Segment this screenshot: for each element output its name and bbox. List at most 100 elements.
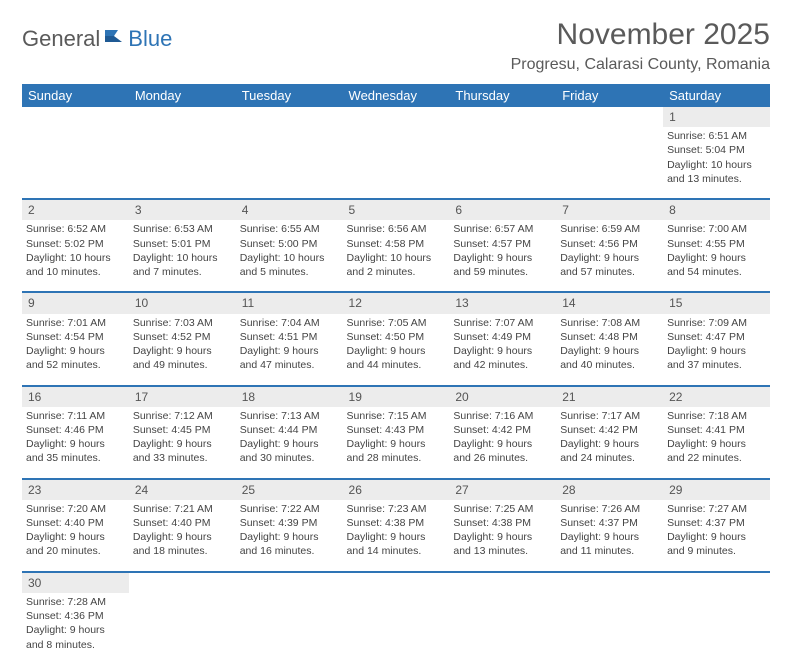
daylight-text: Daylight: 9 hours and 44 minutes. xyxy=(347,344,446,372)
day-info-cell: Sunrise: 7:01 AMSunset: 4:54 PMDaylight:… xyxy=(22,314,129,386)
day-header: Sunday xyxy=(22,84,129,107)
day-number-cell: 8 xyxy=(663,199,770,220)
daylight-text: Daylight: 9 hours and 40 minutes. xyxy=(560,344,659,372)
sunrise-text: Sunrise: 7:13 AM xyxy=(240,409,339,423)
daylight-text: Daylight: 9 hours and 22 minutes. xyxy=(667,437,766,465)
day-number-cell xyxy=(449,572,556,593)
day-number-cell xyxy=(663,572,770,593)
daylight-text: Daylight: 9 hours and 9 minutes. xyxy=(667,530,766,558)
sunrise-text: Sunrise: 6:55 AM xyxy=(240,222,339,236)
sunset-text: Sunset: 4:42 PM xyxy=(453,423,552,437)
day-info-cell xyxy=(343,127,450,199)
daylight-text: Daylight: 9 hours and 42 minutes. xyxy=(453,344,552,372)
daylight-text: Daylight: 10 hours and 10 minutes. xyxy=(26,251,125,279)
sunset-text: Sunset: 4:45 PM xyxy=(133,423,232,437)
info-row: Sunrise: 7:11 AMSunset: 4:46 PMDaylight:… xyxy=(22,407,770,479)
daylight-text: Daylight: 10 hours and 5 minutes. xyxy=(240,251,339,279)
day-info-cell: Sunrise: 7:00 AMSunset: 4:55 PMDaylight:… xyxy=(663,220,770,292)
sunset-text: Sunset: 5:00 PM xyxy=(240,237,339,251)
day-number-cell: 22 xyxy=(663,386,770,407)
day-info-cell xyxy=(343,593,450,665)
sunrise-text: Sunrise: 7:09 AM xyxy=(667,316,766,330)
day-info-cell: Sunrise: 7:09 AMSunset: 4:47 PMDaylight:… xyxy=(663,314,770,386)
day-header: Saturday xyxy=(663,84,770,107)
day-info-cell: Sunrise: 7:08 AMSunset: 4:48 PMDaylight:… xyxy=(556,314,663,386)
day-number-cell: 26 xyxy=(343,479,450,500)
sunset-text: Sunset: 4:41 PM xyxy=(667,423,766,437)
sunrise-text: Sunrise: 7:18 AM xyxy=(667,409,766,423)
sunrise-text: Sunrise: 7:04 AM xyxy=(240,316,339,330)
day-number-cell: 9 xyxy=(22,292,129,313)
day-info-cell xyxy=(556,593,663,665)
daylight-text: Daylight: 9 hours and 11 minutes. xyxy=(560,530,659,558)
daylight-text: Daylight: 9 hours and 24 minutes. xyxy=(560,437,659,465)
sunrise-text: Sunrise: 7:28 AM xyxy=(26,595,125,609)
sunrise-text: Sunrise: 7:01 AM xyxy=(26,316,125,330)
day-info-cell xyxy=(556,127,663,199)
day-info-cell: Sunrise: 7:23 AMSunset: 4:38 PMDaylight:… xyxy=(343,500,450,572)
sunrise-text: Sunrise: 7:00 AM xyxy=(667,222,766,236)
sunrise-text: Sunrise: 7:20 AM xyxy=(26,502,125,516)
day-number-cell: 1 xyxy=(663,107,770,127)
daylight-text: Daylight: 9 hours and 18 minutes. xyxy=(133,530,232,558)
info-row: Sunrise: 7:01 AMSunset: 4:54 PMDaylight:… xyxy=(22,314,770,386)
day-info-cell: Sunrise: 7:17 AMSunset: 4:42 PMDaylight:… xyxy=(556,407,663,479)
day-info-cell: Sunrise: 7:07 AMSunset: 4:49 PMDaylight:… xyxy=(449,314,556,386)
day-number-cell: 25 xyxy=(236,479,343,500)
daynum-row: 2345678 xyxy=(22,199,770,220)
day-number-cell: 5 xyxy=(343,199,450,220)
sunset-text: Sunset: 4:42 PM xyxy=(560,423,659,437)
sunset-text: Sunset: 4:49 PM xyxy=(453,330,552,344)
daylight-text: Daylight: 9 hours and 57 minutes. xyxy=(560,251,659,279)
day-info-cell: Sunrise: 7:21 AMSunset: 4:40 PMDaylight:… xyxy=(129,500,236,572)
day-number-cell: 30 xyxy=(22,572,129,593)
sunrise-text: Sunrise: 6:57 AM xyxy=(453,222,552,236)
logo-text-blue: Blue xyxy=(128,26,172,52)
sunrise-text: Sunrise: 6:59 AM xyxy=(560,222,659,236)
daylight-text: Daylight: 10 hours and 13 minutes. xyxy=(667,158,766,186)
day-number-cell: 11 xyxy=(236,292,343,313)
sunset-text: Sunset: 4:51 PM xyxy=(240,330,339,344)
sunrise-text: Sunrise: 7:26 AM xyxy=(560,502,659,516)
daylight-text: Daylight: 9 hours and 14 minutes. xyxy=(347,530,446,558)
sunset-text: Sunset: 4:52 PM xyxy=(133,330,232,344)
day-info-cell: Sunrise: 7:15 AMSunset: 4:43 PMDaylight:… xyxy=(343,407,450,479)
day-number-cell xyxy=(236,107,343,127)
day-info-cell: Sunrise: 6:53 AMSunset: 5:01 PMDaylight:… xyxy=(129,220,236,292)
sunset-text: Sunset: 4:47 PM xyxy=(667,330,766,344)
day-info-cell: Sunrise: 7:28 AMSunset: 4:36 PMDaylight:… xyxy=(22,593,129,665)
day-info-cell: Sunrise: 7:11 AMSunset: 4:46 PMDaylight:… xyxy=(22,407,129,479)
daynum-row: 16171819202122 xyxy=(22,386,770,407)
sunrise-text: Sunrise: 7:25 AM xyxy=(453,502,552,516)
sunset-text: Sunset: 4:55 PM xyxy=(667,237,766,251)
sunset-text: Sunset: 4:40 PM xyxy=(133,516,232,530)
day-number-cell: 7 xyxy=(556,199,663,220)
sunset-text: Sunset: 4:56 PM xyxy=(560,237,659,251)
sunrise-text: Sunrise: 7:08 AM xyxy=(560,316,659,330)
sunrise-text: Sunrise: 7:23 AM xyxy=(347,502,446,516)
daynum-row: 23242526272829 xyxy=(22,479,770,500)
flag-icon xyxy=(104,28,126,51)
sunset-text: Sunset: 4:44 PM xyxy=(240,423,339,437)
day-number-cell: 28 xyxy=(556,479,663,500)
daylight-text: Daylight: 9 hours and 13 minutes. xyxy=(453,530,552,558)
sunrise-text: Sunrise: 7:15 AM xyxy=(347,409,446,423)
sunset-text: Sunset: 5:04 PM xyxy=(667,143,766,157)
day-number-cell xyxy=(22,107,129,127)
day-number-cell: 29 xyxy=(663,479,770,500)
sunrise-text: Sunrise: 7:21 AM xyxy=(133,502,232,516)
sunrise-text: Sunrise: 6:52 AM xyxy=(26,222,125,236)
sunset-text: Sunset: 4:46 PM xyxy=(26,423,125,437)
day-number-cell: 15 xyxy=(663,292,770,313)
day-info-cell: Sunrise: 6:55 AMSunset: 5:00 PMDaylight:… xyxy=(236,220,343,292)
info-row: Sunrise: 7:28 AMSunset: 4:36 PMDaylight:… xyxy=(22,593,770,665)
day-number-cell: 23 xyxy=(22,479,129,500)
day-info-cell: Sunrise: 7:20 AMSunset: 4:40 PMDaylight:… xyxy=(22,500,129,572)
daylight-text: Daylight: 9 hours and 49 minutes. xyxy=(133,344,232,372)
day-header: Monday xyxy=(129,84,236,107)
daylight-text: Daylight: 9 hours and 30 minutes. xyxy=(240,437,339,465)
day-number-cell: 12 xyxy=(343,292,450,313)
day-info-cell: Sunrise: 7:04 AMSunset: 4:51 PMDaylight:… xyxy=(236,314,343,386)
day-number-cell xyxy=(556,107,663,127)
day-number-cell: 18 xyxy=(236,386,343,407)
